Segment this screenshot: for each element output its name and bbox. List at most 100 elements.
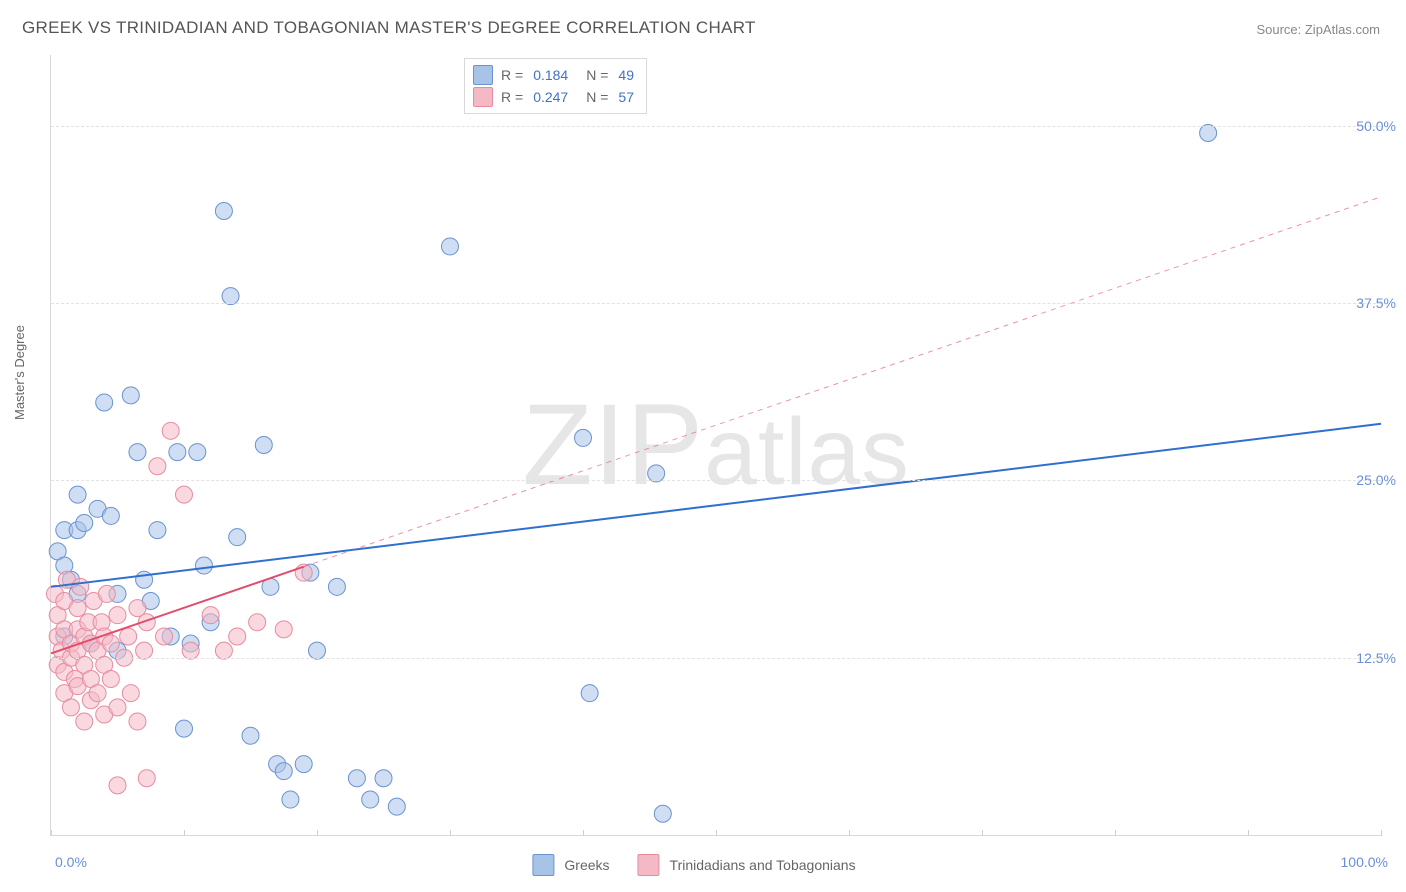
data-point <box>156 628 173 645</box>
data-point <box>149 522 166 539</box>
x-tick-mark <box>317 830 318 836</box>
data-point <box>275 763 292 780</box>
data-point <box>129 713 146 730</box>
gridline <box>51 658 1381 659</box>
data-point <box>109 607 126 624</box>
data-point <box>138 770 155 787</box>
data-point <box>102 671 119 688</box>
data-point <box>102 507 119 524</box>
legend-swatch <box>638 854 660 876</box>
data-point <box>222 288 239 305</box>
legend-series-label: Trinidadians and Tobagonians <box>670 857 856 873</box>
y-tick-label: 37.5% <box>1356 295 1396 311</box>
data-point <box>195 557 212 574</box>
data-point <box>129 444 146 461</box>
data-point <box>375 770 392 787</box>
legend-n-value: 49 <box>618 67 634 83</box>
legend-r-value: 0.247 <box>533 89 568 105</box>
x-tick-mark <box>583 830 584 836</box>
x-tick-mark <box>450 830 451 836</box>
data-point <box>182 642 199 659</box>
data-point <box>69 600 86 617</box>
data-point <box>162 422 179 439</box>
y-tick-label: 25.0% <box>1356 472 1396 488</box>
chart-plot-area: ZIPatlas <box>50 55 1381 836</box>
data-point <box>122 387 139 404</box>
data-point <box>581 685 598 702</box>
gridline <box>51 126 1381 127</box>
data-point <box>575 429 592 446</box>
legend-r-value: 0.184 <box>533 67 568 83</box>
data-point <box>189 444 206 461</box>
x-tick-mark <box>982 830 983 836</box>
data-point <box>62 699 79 716</box>
data-point <box>348 770 365 787</box>
data-point <box>282 791 299 808</box>
data-point <box>102 635 119 652</box>
data-point <box>109 777 126 794</box>
legend-row: R = 0.247 N = 57 <box>473 86 634 108</box>
data-point <box>362 791 379 808</box>
data-point <box>176 486 193 503</box>
data-point <box>215 203 232 220</box>
y-axis-label: Master's Degree <box>12 325 27 420</box>
data-point <box>215 642 232 659</box>
x-tick-mark <box>184 830 185 836</box>
data-point <box>442 238 459 255</box>
data-point <box>202 607 219 624</box>
y-tick-label: 12.5% <box>1356 650 1396 666</box>
data-point <box>176 720 193 737</box>
x-tick-mark <box>716 830 717 836</box>
data-point <box>229 529 246 546</box>
x-axis-min-label: 0.0% <box>55 854 87 870</box>
x-tick-mark <box>1381 830 1382 836</box>
data-point <box>76 713 93 730</box>
x-tick-mark <box>1115 830 1116 836</box>
legend-swatch <box>473 87 493 107</box>
legend-n-label: N = <box>586 67 608 83</box>
data-point <box>120 628 137 645</box>
data-point <box>109 699 126 716</box>
data-point <box>229 628 246 645</box>
data-point <box>98 585 115 602</box>
legend-n-value: 57 <box>618 89 634 105</box>
data-point <box>72 578 89 595</box>
x-tick-mark <box>849 830 850 836</box>
data-point <box>1200 125 1217 142</box>
legend-series-label: Greeks <box>564 857 609 873</box>
data-point <box>328 578 345 595</box>
legend-row: R = 0.184 N = 49 <box>473 64 634 86</box>
legend-n-label: N = <box>586 89 608 105</box>
data-point <box>275 621 292 638</box>
scatter-svg <box>51 55 1381 835</box>
data-point <box>388 798 405 815</box>
data-point <box>295 756 312 773</box>
data-point <box>169 444 186 461</box>
x-axis-max-label: 100.0% <box>1341 854 1388 870</box>
gridline <box>51 303 1381 304</box>
y-tick-label: 50.0% <box>1356 118 1396 134</box>
data-point <box>648 465 665 482</box>
data-point <box>89 685 106 702</box>
data-point <box>149 458 166 475</box>
data-point <box>309 642 326 659</box>
x-tick-mark <box>1248 830 1249 836</box>
regression-line <box>51 424 1381 587</box>
legend-swatch <box>473 65 493 85</box>
legend-correlation-box: R = 0.184 N = 49 R = 0.247 N = 57 <box>464 58 647 114</box>
data-point <box>76 515 93 532</box>
data-point <box>249 614 266 631</box>
data-point <box>69 486 86 503</box>
data-point <box>255 437 272 454</box>
legend-r-label: R = <box>501 89 523 105</box>
data-point <box>242 727 259 744</box>
legend-r-label: R = <box>501 67 523 83</box>
data-point <box>654 805 671 822</box>
gridline <box>51 480 1381 481</box>
data-point <box>122 685 139 702</box>
chart-title: GREEK VS TRINIDADIAN AND TOBAGONIAN MAST… <box>22 18 756 38</box>
regression-line-extrapolated <box>304 197 1381 567</box>
source-attribution: Source: ZipAtlas.com <box>1256 22 1380 37</box>
data-point <box>96 394 113 411</box>
legend-series-box: Greeks Trinidadians and Tobagonians <box>532 854 873 876</box>
